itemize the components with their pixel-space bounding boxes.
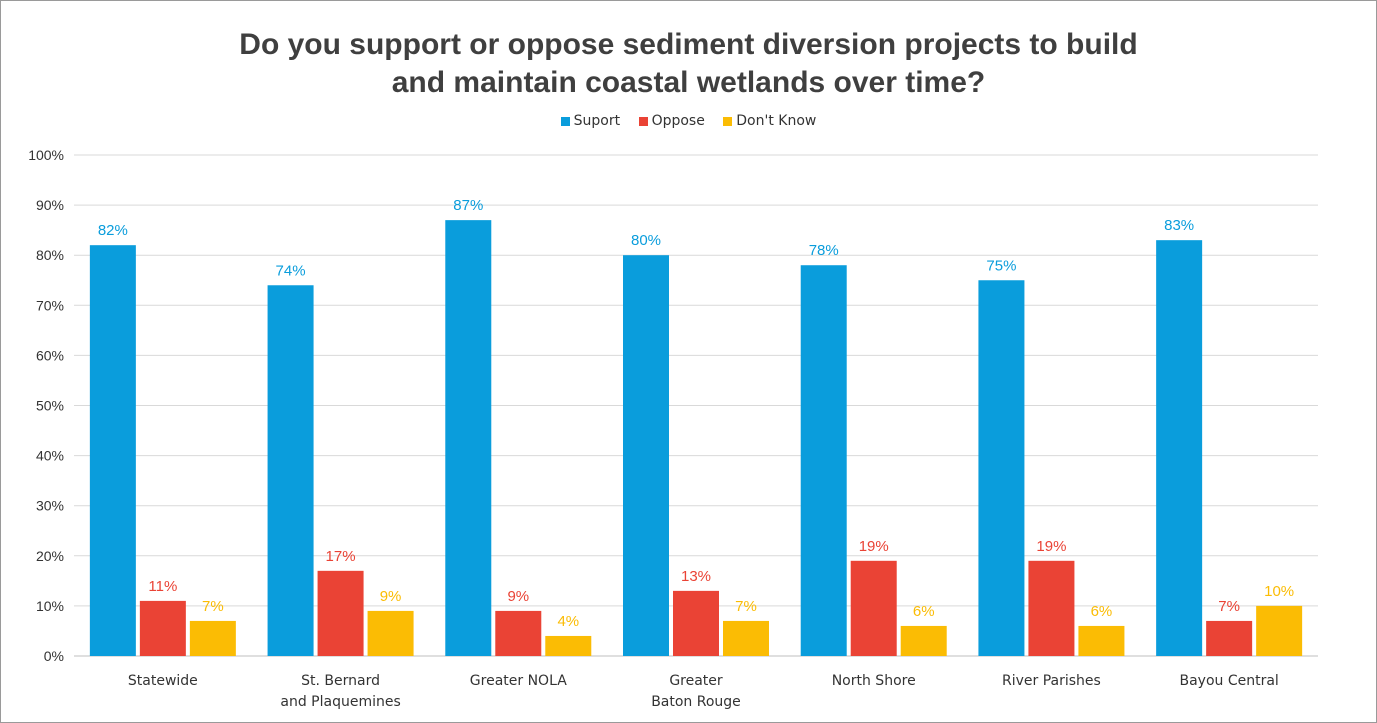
data-label: 80% [631, 232, 661, 249]
bar [267, 285, 314, 656]
bar [850, 560, 897, 656]
x-category-label: Statewide [128, 673, 198, 689]
data-label: 11% [148, 578, 177, 595]
y-tick-label: 100% [28, 147, 64, 163]
data-label: 75% [986, 257, 1016, 274]
data-label: 82% [98, 222, 128, 239]
x-category-label: St. Bernard [301, 673, 380, 689]
x-category-label: North Shore [832, 673, 916, 689]
bar [495, 610, 542, 656]
chart-legend: Suport Oppose Don't Know [0, 113, 1377, 130]
data-label: 7% [1218, 598, 1240, 615]
bar [800, 265, 847, 656]
data-label: 4% [557, 613, 579, 630]
chart-title-line-1: Do you support or oppose sediment divers… [239, 28, 1138, 61]
data-label: 6% [913, 603, 935, 620]
x-category-label: and Plaquemines [280, 694, 400, 710]
legend-swatch-suport [560, 116, 570, 126]
y-tick-label: 10% [36, 598, 64, 614]
y-tick-label: 60% [36, 347, 64, 363]
x-category-label: Bayou Central [1179, 673, 1278, 689]
bar [189, 620, 236, 656]
x-category-label: River Parishes [1002, 673, 1101, 689]
data-label: 10% [1264, 583, 1294, 600]
bar [723, 620, 769, 656]
data-label: 6% [1091, 603, 1113, 620]
data-label: 87% [453, 197, 483, 214]
x-category-label: Greater NOLA [470, 673, 567, 689]
bar [1256, 605, 1303, 656]
y-tick-label: 30% [36, 498, 64, 514]
data-label: 83% [1164, 217, 1194, 234]
bar [1078, 625, 1125, 656]
bar [445, 220, 492, 656]
bar [978, 280, 1025, 656]
x-category-label: Baton Rouge [651, 694, 741, 710]
data-label: 9% [380, 588, 402, 605]
bar [900, 625, 947, 656]
y-tick-label: 90% [36, 197, 64, 213]
x-category-label: Greater [669, 673, 723, 689]
data-label: 19% [859, 538, 889, 555]
bar [623, 255, 669, 656]
data-label: 9% [507, 588, 529, 605]
y-tick-label: 80% [36, 247, 64, 263]
legend-item-suport: Suport [560, 113, 621, 129]
y-tick-label: 40% [36, 448, 64, 464]
data-label: 19% [1036, 538, 1066, 555]
legend-item-oppose: Oppose [638, 113, 705, 129]
bar [545, 635, 592, 656]
y-tick-label: 0% [44, 648, 64, 664]
data-label: 17% [326, 548, 356, 565]
legend-swatch-oppose [638, 116, 648, 126]
bar [1156, 240, 1203, 657]
y-tick-label: 50% [36, 398, 64, 414]
data-label: 78% [809, 242, 839, 259]
data-label: 74% [276, 262, 306, 279]
legend-label-suport: Suport [573, 113, 621, 129]
legend-label-oppose: Oppose [651, 113, 705, 129]
bar [139, 600, 186, 656]
legend-swatch-dont-know [723, 116, 733, 126]
bar [317, 570, 364, 656]
legend-label-dont-know: Don't Know [736, 113, 817, 129]
data-label: 13% [681, 568, 711, 585]
chart-title: Do you support or oppose sediment divers… [0, 26, 1377, 102]
y-tick-label: 20% [36, 548, 64, 564]
bar [367, 610, 414, 656]
data-label: 7% [735, 598, 757, 615]
legend-item-dont-know: Don't Know [723, 113, 816, 129]
data-label: 7% [202, 598, 224, 615]
bar [89, 245, 136, 656]
bar [673, 590, 719, 656]
bar [1206, 620, 1253, 656]
bar [1028, 560, 1075, 656]
y-tick-label: 70% [36, 297, 64, 313]
chart-title-line-2: and maintain coastal wetlands over time? [391, 66, 986, 99]
